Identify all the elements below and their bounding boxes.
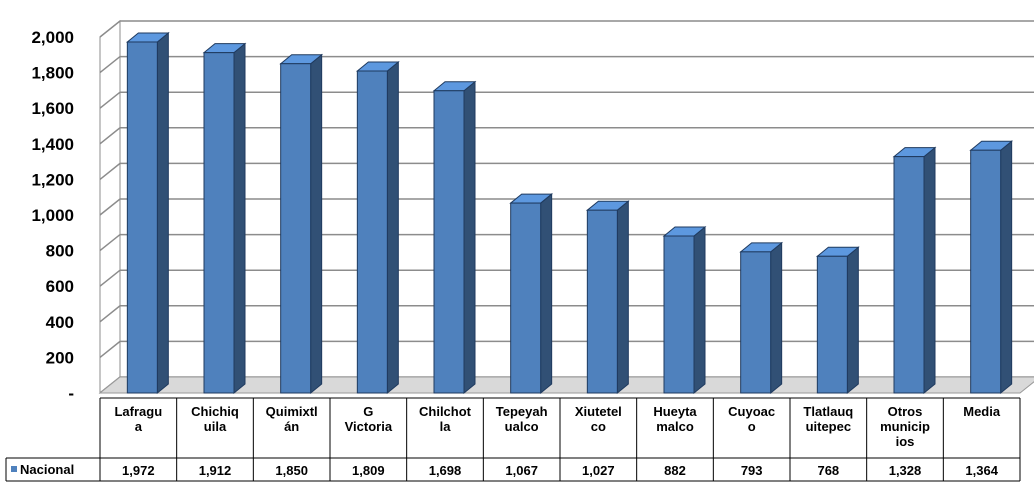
data-value-label: 1,912 bbox=[199, 463, 232, 478]
bar bbox=[739, 241, 784, 395]
data-value-label: 1,027 bbox=[582, 463, 615, 478]
y-tick-label: - bbox=[68, 384, 74, 403]
legend-swatch bbox=[11, 466, 17, 472]
data-value-label: 882 bbox=[664, 463, 686, 478]
y-tick-label: 1,800 bbox=[31, 64, 74, 83]
y-axis-ticks: - 200 400 600 800 1,000 1,200 1,400 1,600 1,800 2,… bbox=[31, 28, 74, 403]
bar bbox=[662, 225, 707, 395]
y-tick-label: 1,400 bbox=[31, 135, 74, 154]
x-tick-label: Chilchot la bbox=[419, 404, 472, 434]
data-table: Lafragu a Chichiq uila Quimixtl án G Victoria Ch… bbox=[5, 397, 1021, 482]
y-tick-label: 400 bbox=[46, 313, 74, 332]
bar bbox=[125, 31, 170, 395]
data-value-label: 1,328 bbox=[889, 463, 922, 478]
x-tick-label: Quimixtl án bbox=[266, 404, 318, 434]
x-tick-label: Media bbox=[963, 404, 1001, 419]
bar bbox=[892, 146, 937, 395]
x-tick-label: Hueyta malco bbox=[653, 404, 697, 434]
data-value-label: 1,972 bbox=[122, 463, 155, 478]
y-tick-label: 2,000 bbox=[31, 28, 74, 47]
bar bbox=[279, 53, 324, 395]
gridline bbox=[99, 127, 1034, 145]
data-value-label: 768 bbox=[817, 463, 839, 478]
gridline bbox=[99, 20, 1034, 38]
x-tick-label: Tlatlauq uitepec bbox=[803, 404, 853, 434]
gridline bbox=[99, 233, 1034, 252]
bar bbox=[202, 42, 247, 395]
x-tick-label: Chichiq uila bbox=[191, 404, 239, 434]
x-tick-label: Cuyoac o bbox=[728, 404, 775, 434]
x-tick-label: Otros municip ios bbox=[880, 404, 930, 449]
gridline bbox=[99, 305, 1034, 323]
data-value-label: 1,364 bbox=[965, 463, 998, 478]
bar bbox=[585, 200, 630, 395]
y-tick-label: 600 bbox=[46, 277, 74, 296]
y-tick-label: 1,600 bbox=[31, 99, 74, 118]
y-tick-label: 200 bbox=[46, 348, 74, 367]
data-value-label: 793 bbox=[741, 463, 763, 478]
y-tick-label: 1,000 bbox=[31, 206, 74, 225]
data-value-label: 1,809 bbox=[352, 463, 385, 478]
legend-label: Nacional bbox=[20, 462, 74, 477]
data-value-label: 1,067 bbox=[505, 463, 538, 478]
bar bbox=[355, 60, 400, 395]
bar bbox=[432, 80, 477, 395]
gridline bbox=[99, 162, 1034, 180]
gridline bbox=[99, 269, 1034, 287]
y-tick-label: 1,200 bbox=[31, 170, 74, 189]
x-tick-label: G Victoria bbox=[345, 404, 393, 434]
data-value-label: 1,850 bbox=[275, 463, 308, 478]
x-tick-label: Tepeyah ualco bbox=[496, 404, 548, 434]
gridline bbox=[99, 91, 1034, 109]
bar bbox=[509, 193, 554, 395]
gridline bbox=[99, 340, 1034, 358]
bars bbox=[125, 31, 1014, 395]
bar bbox=[815, 246, 860, 395]
x-tick-label: Xiutetel co bbox=[575, 404, 622, 434]
chart-floor bbox=[98, 376, 1034, 394]
data-value-label: 1,698 bbox=[429, 463, 462, 478]
bar bbox=[969, 140, 1014, 395]
floor bbox=[98, 376, 1034, 394]
gridline bbox=[99, 55, 1034, 74]
y-tick-label: 800 bbox=[46, 242, 74, 261]
x-tick-label: Lafragu a bbox=[114, 404, 162, 434]
gridline bbox=[99, 198, 1034, 216]
